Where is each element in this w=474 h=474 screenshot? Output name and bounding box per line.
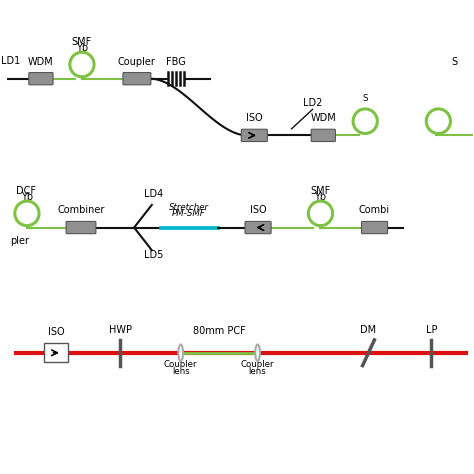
FancyBboxPatch shape	[123, 73, 151, 85]
FancyBboxPatch shape	[362, 221, 388, 234]
FancyBboxPatch shape	[44, 343, 68, 362]
Text: Coupler: Coupler	[164, 360, 198, 369]
Text: ISO: ISO	[250, 205, 266, 215]
Text: Combiner: Combiner	[57, 205, 105, 215]
Text: Stretcher: Stretcher	[169, 202, 209, 211]
Text: DCF: DCF	[16, 185, 36, 195]
Text: ISO: ISO	[246, 113, 263, 123]
Text: LP: LP	[426, 325, 437, 335]
Text: WDM: WDM	[310, 113, 336, 123]
Text: Coupler: Coupler	[118, 57, 156, 67]
FancyBboxPatch shape	[29, 73, 53, 85]
Ellipse shape	[255, 345, 260, 361]
Text: Yb: Yb	[314, 192, 327, 202]
Text: Yb: Yb	[21, 192, 33, 202]
FancyBboxPatch shape	[311, 129, 336, 142]
Text: PM-SMF: PM-SMF	[172, 209, 206, 218]
Text: SMF: SMF	[310, 185, 330, 195]
Text: WDM: WDM	[28, 57, 54, 67]
Text: LD2: LD2	[303, 98, 322, 108]
Text: Combi: Combi	[359, 205, 390, 215]
Text: Coupler: Coupler	[241, 360, 274, 369]
Text: 80mm PCF: 80mm PCF	[193, 326, 246, 336]
Text: lens: lens	[172, 366, 190, 375]
Text: Yb: Yb	[76, 43, 88, 53]
Text: pler: pler	[9, 236, 29, 246]
Text: S: S	[363, 94, 368, 103]
Text: S: S	[452, 57, 458, 67]
Text: LD4: LD4	[145, 189, 164, 199]
FancyBboxPatch shape	[245, 221, 271, 234]
Text: LD1: LD1	[1, 56, 21, 66]
Ellipse shape	[178, 345, 183, 361]
Text: FBG: FBG	[166, 57, 186, 67]
FancyBboxPatch shape	[66, 221, 96, 234]
Text: HWP: HWP	[109, 325, 132, 335]
Text: SMF: SMF	[72, 36, 92, 46]
Text: lens: lens	[249, 366, 266, 375]
Text: ISO: ISO	[48, 327, 64, 337]
Text: DM: DM	[360, 325, 376, 335]
Text: LD5: LD5	[145, 250, 164, 260]
FancyBboxPatch shape	[241, 129, 267, 142]
